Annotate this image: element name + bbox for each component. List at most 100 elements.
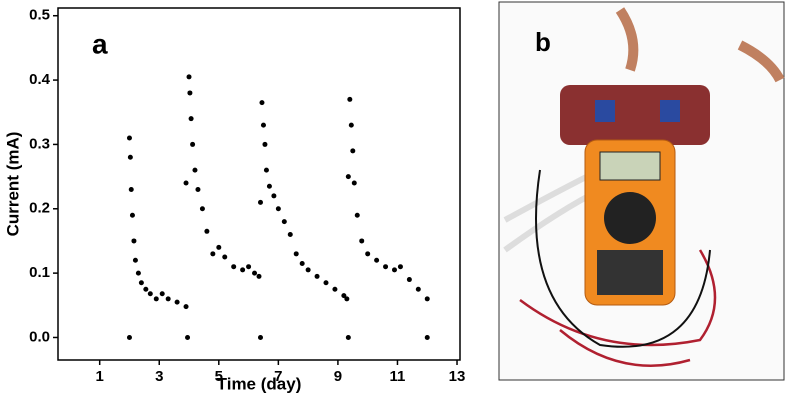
data-point <box>128 186 134 192</box>
data-point <box>186 74 192 80</box>
data-point <box>147 291 153 297</box>
data-point <box>348 122 354 128</box>
data-point <box>159 291 165 297</box>
data-point <box>314 273 320 279</box>
data-point <box>131 238 137 244</box>
data-point <box>305 267 311 273</box>
device <box>560 85 710 145</box>
data-point <box>391 267 397 273</box>
data-point <box>341 293 347 299</box>
meter-dial <box>604 192 656 244</box>
photo: b <box>498 1 785 381</box>
data-point <box>257 199 263 205</box>
data-point <box>231 264 237 270</box>
data-point <box>293 251 299 257</box>
data-point <box>135 270 141 276</box>
data-point <box>260 122 266 128</box>
data-point <box>344 296 350 302</box>
x-tick-label: 11 <box>390 368 406 385</box>
data-point <box>424 296 430 302</box>
x-tick-label: 13 <box>449 368 466 385</box>
data-point <box>397 264 403 270</box>
data-point <box>332 286 338 292</box>
data-point <box>126 334 132 340</box>
data-point <box>132 257 138 263</box>
data-point <box>299 260 305 266</box>
x-tick-label: 9 <box>334 368 342 385</box>
data-point <box>153 296 159 302</box>
data-point <box>259 100 265 106</box>
data-point <box>252 270 258 276</box>
data-point <box>347 96 353 102</box>
data-point <box>187 90 193 96</box>
data-point <box>222 254 228 260</box>
data-point <box>126 135 132 141</box>
data-point <box>246 264 252 270</box>
data-point <box>216 244 222 250</box>
y-tick-label: 0.0 <box>29 328 50 345</box>
data-point <box>271 193 277 199</box>
data-point <box>262 141 268 147</box>
data-point <box>143 286 149 292</box>
data-point <box>383 264 389 270</box>
data-point <box>351 180 357 186</box>
data-point <box>199 206 205 212</box>
data-point <box>350 148 356 154</box>
data-point <box>406 277 412 283</box>
data-point <box>188 116 194 122</box>
data-point <box>266 183 272 189</box>
x-tick-label: 7 <box>274 368 282 385</box>
data-point <box>359 238 365 244</box>
device-part <box>660 100 680 122</box>
data-point <box>415 286 421 292</box>
data-point <box>275 206 281 212</box>
data-point <box>345 174 351 180</box>
data-point <box>240 267 246 273</box>
data-point <box>374 257 380 263</box>
data-point <box>256 273 262 279</box>
hands <box>615 7 785 83</box>
data-point <box>424 334 430 340</box>
x-tick-label: 5 <box>215 368 223 385</box>
y-tick-label: 0.5 <box>29 7 50 24</box>
data-point <box>323 280 329 286</box>
black-wire <box>535 169 711 348</box>
data-point <box>185 334 191 340</box>
y-tick-label: 0.2 <box>29 200 50 217</box>
data-point <box>192 167 198 173</box>
data-point <box>129 212 135 218</box>
data-point <box>183 180 189 186</box>
y-tick-label: 0.3 <box>29 135 50 152</box>
panel-label: a <box>92 28 108 59</box>
data-point <box>183 304 189 310</box>
data-point <box>345 334 351 340</box>
panel-label: b <box>535 27 551 57</box>
x-tick-label: 3 <box>155 368 163 385</box>
data-point <box>287 232 293 238</box>
data-point <box>281 219 287 225</box>
meter-display <box>599 151 661 181</box>
data-point <box>138 280 144 286</box>
data-point <box>354 212 360 218</box>
red-wire <box>519 249 717 367</box>
x-axis-label: Time (day) <box>217 374 302 393</box>
data-point <box>204 228 210 234</box>
data-point <box>127 154 133 160</box>
data-point <box>174 299 180 305</box>
data-point <box>195 186 201 192</box>
data-point <box>210 251 216 257</box>
y-tick-label: 0.1 <box>29 264 50 281</box>
meter-panel <box>597 250 663 295</box>
data-point <box>190 141 196 147</box>
data-point <box>257 334 263 340</box>
plot-frame <box>57 7 461 361</box>
device-part <box>595 100 615 122</box>
x-tick-label: 1 <box>96 368 104 385</box>
y-axis-label: Current (mA) <box>3 132 22 237</box>
y-tick-label: 0.4 <box>29 71 51 88</box>
data-point <box>263 167 269 173</box>
data-point <box>365 251 371 257</box>
data-point <box>165 296 171 302</box>
